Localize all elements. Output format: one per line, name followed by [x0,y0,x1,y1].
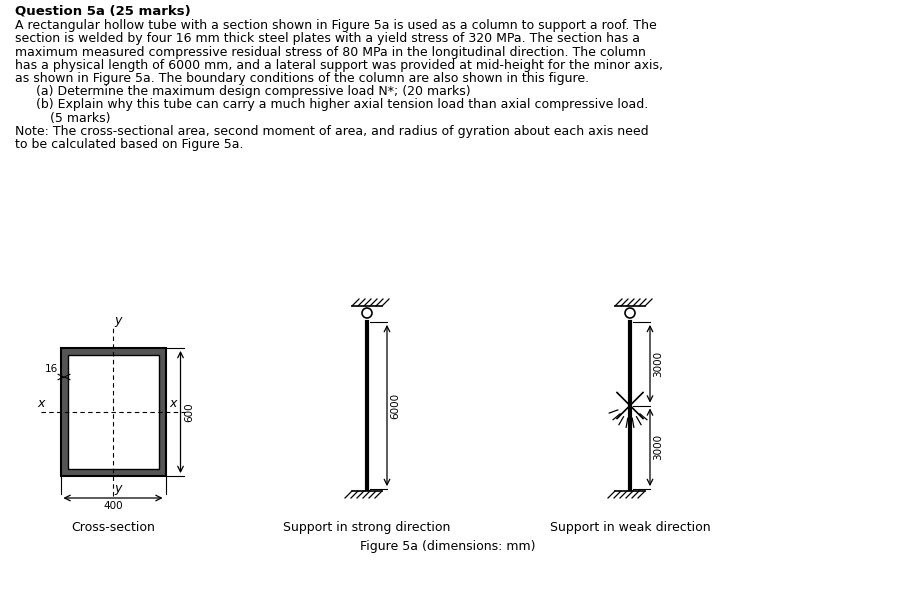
Text: 16: 16 [45,364,58,374]
Text: has a physical length of 6000 mm, and a lateral support was provided at mid-heig: has a physical length of 6000 mm, and a … [15,59,663,72]
Text: Note: The cross-sectional area, second moment of area, and radius of gyration ab: Note: The cross-sectional area, second m… [15,125,649,138]
Text: 600: 600 [185,402,195,422]
Text: Figure 5a (dimensions: mm): Figure 5a (dimensions: mm) [361,540,536,553]
Text: Support in strong direction: Support in strong direction [283,521,450,534]
Text: 6000: 6000 [390,392,400,418]
Text: section is welded by four 16 mm thick steel plates with a yield stress of 320 MP: section is welded by four 16 mm thick st… [15,32,640,45]
Text: 400: 400 [103,501,123,511]
Text: (b) Explain why this tube can carry a much higher axial tension load than axial : (b) Explain why this tube can carry a mu… [36,99,649,112]
Text: (5 marks): (5 marks) [50,112,110,125]
Text: as shown in Figure 5a. The boundary conditions of the column are also shown in t: as shown in Figure 5a. The boundary cond… [15,72,589,85]
Bar [67,355,159,469]
Text: Support in weak direction: Support in weak direction [550,521,710,534]
Text: x: x [38,397,45,410]
Text: maximum measured compressive residual stress of 80 MPa in the longitudinal direc: maximum measured compressive residual st… [15,45,646,59]
Text: A rectangular hollow tube with a section shown in Figure 5a is used as a column : A rectangular hollow tube with a section… [15,19,657,32]
Text: to be calculated based on Figure 5a.: to be calculated based on Figure 5a. [15,138,243,151]
Text: 3000: 3000 [653,350,663,377]
Text: 3000: 3000 [653,434,663,460]
Text: Cross-section: Cross-section [71,521,155,534]
Text: y: y [114,314,121,327]
Bar [60,348,166,476]
Text: (a) Determine the maximum design compressive load N*; (20 marks): (a) Determine the maximum design compres… [36,85,471,98]
Text: y: y [114,482,121,495]
Text: x: x [170,397,177,410]
Text: Question 5a (25 marks): Question 5a (25 marks) [15,5,191,18]
